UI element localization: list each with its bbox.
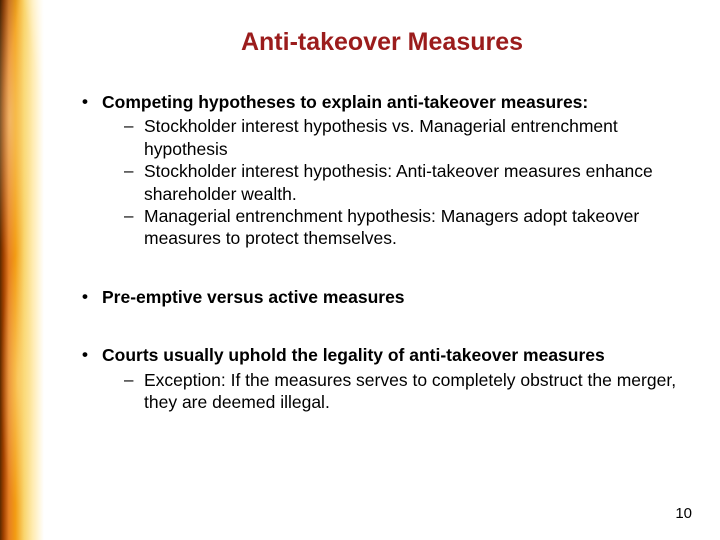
sub-bullet-item: Exception: If the measures serves to com…: [124, 369, 690, 414]
sub-bullet-item: Stockholder interest hypothesis: Anti-ta…: [124, 160, 690, 205]
sub-bullet-list: Exception: If the measures serves to com…: [102, 369, 690, 414]
bullet-item: Competing hypotheses to explain anti-tak…: [80, 91, 690, 250]
bullet-item: Courts usually uphold the legality of an…: [80, 344, 690, 413]
bullet-text: Competing hypotheses to explain anti-tak…: [102, 92, 588, 112]
bullet-text: Pre-emptive versus active measures: [102, 287, 405, 307]
slide-title: Anti-takeover Measures: [74, 28, 690, 57]
bullet-text: Courts usually uphold the legality of an…: [102, 345, 605, 365]
bullet-list: Competing hypotheses to explain anti-tak…: [74, 91, 690, 413]
sub-bullet-text: Stockholder interest hypothesis: Anti-ta…: [144, 161, 653, 203]
sub-bullet-list: Stockholder interest hypothesis vs. Mana…: [102, 115, 690, 249]
sub-bullet-text: Stockholder interest hypothesis vs. Mana…: [144, 116, 618, 158]
page-number: 10: [675, 505, 692, 522]
sub-bullet-item: Managerial entrenchment hypothesis: Mana…: [124, 205, 690, 250]
sub-bullet-text: Exception: If the measures serves to com…: [144, 370, 676, 412]
slide: Anti-takeover Measures Competing hypothe…: [0, 0, 720, 540]
sub-bullet-text: Managerial entrenchment hypothesis: Mana…: [144, 206, 639, 248]
slide-content: Anti-takeover Measures Competing hypothe…: [44, 0, 720, 540]
sub-bullet-item: Stockholder interest hypothesis vs. Mana…: [124, 115, 690, 160]
sidebar-flame-graphic: [0, 0, 44, 540]
bullet-item: Pre-emptive versus active measures: [80, 286, 690, 308]
